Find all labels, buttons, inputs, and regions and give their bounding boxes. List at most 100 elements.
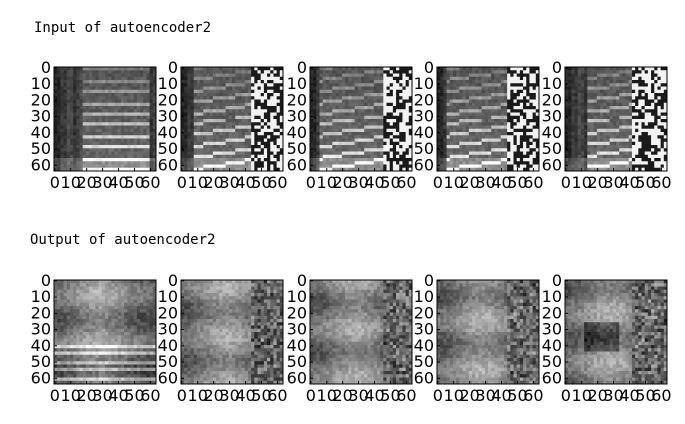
heatmap-cell <box>79 164 84 169</box>
heatmap-cell <box>484 128 489 133</box>
heatmap-cell <box>590 73 595 78</box>
heatmap-cell <box>133 164 138 169</box>
heatmap-cell <box>79 73 84 78</box>
heatmap-cell <box>437 154 441 159</box>
heatmap-cell <box>181 102 185 107</box>
heatmap-cell <box>497 80 502 84</box>
heatmap-cell <box>251 158 255 162</box>
heatmap-cell <box>322 167 327 172</box>
heatmap-cell <box>136 141 141 146</box>
heatmap-cell <box>644 89 649 94</box>
heatmap-cell <box>228 102 233 107</box>
heatmap-cell <box>69 135 74 139</box>
heatmap-cell <box>500 73 505 78</box>
heatmap-cell <box>143 67 147 71</box>
heatmap-cell <box>635 122 639 126</box>
heatmap-cell <box>367 148 371 152</box>
heatmap-cell <box>526 148 530 152</box>
heatmap-cell <box>332 148 336 152</box>
heatmap-cell <box>82 83 87 87</box>
heatmap-cell <box>446 115 451 120</box>
heatmap-cell <box>440 86 444 91</box>
heatmap-cell <box>399 115 403 120</box>
heatmap-cell <box>532 154 537 159</box>
heatmap-cell <box>446 119 451 123</box>
heatmap-cell <box>443 102 447 107</box>
heatmap-cell <box>228 128 233 133</box>
heatmap-cell <box>370 132 375 136</box>
heatmap-cell <box>497 119 502 123</box>
heatmap-cell <box>380 70 384 74</box>
heatmap-cell <box>443 151 447 156</box>
heatmap-cell <box>257 138 262 143</box>
heatmap-cell <box>408 106 413 110</box>
heatmap-cell <box>574 86 579 91</box>
heatmap-cell <box>190 99 195 104</box>
heatmap-cell <box>513 96 518 100</box>
heatmap-cell <box>370 148 375 152</box>
heatmap-cell <box>373 161 378 165</box>
heatmap-cell <box>238 167 242 172</box>
heatmap-cell <box>228 148 233 152</box>
heatmap-cell <box>341 99 346 104</box>
heatmap-cell <box>133 145 138 149</box>
heatmap-cell <box>396 76 400 81</box>
heatmap-cell <box>612 132 617 136</box>
heatmap-cell <box>593 119 598 123</box>
heatmap-cell <box>108 99 112 104</box>
heatmap-cell <box>136 148 141 152</box>
heatmap-cell <box>577 141 582 146</box>
heatmap-cell <box>647 67 652 71</box>
heatmap-cell <box>644 132 649 136</box>
heatmap-cell <box>200 148 204 152</box>
heatmap-cell <box>497 158 502 162</box>
heatmap-cell <box>130 132 135 136</box>
heatmap-cell <box>625 67 630 71</box>
heatmap-cell <box>647 128 652 133</box>
heatmap-cell <box>335 148 340 152</box>
heatmap-cell <box>380 161 384 165</box>
heatmap-cell <box>254 164 258 169</box>
y-tick-label: 0 <box>297 58 307 77</box>
heatmap-cell <box>446 99 451 104</box>
heatmap-cell <box>364 96 368 100</box>
heatmap-cell <box>619 73 623 78</box>
heatmap-cell <box>69 122 74 126</box>
heatmap-cell <box>475 141 479 146</box>
heatmap-cell <box>529 102 534 107</box>
heatmap-cell <box>313 138 317 143</box>
heatmap-cell <box>193 138 198 143</box>
heatmap-cell <box>488 96 492 100</box>
heatmap-cell <box>232 141 236 146</box>
heatmap-cell <box>449 106 454 110</box>
heatmap-cell <box>392 151 397 156</box>
heatmap-cell <box>316 167 320 172</box>
heatmap-cell <box>462 164 467 169</box>
heatmap-cell <box>57 67 61 71</box>
heatmap-cell <box>232 96 236 100</box>
heatmap-cell <box>241 158 246 162</box>
heatmap-cell <box>526 145 530 149</box>
heatmap-cell <box>526 122 530 126</box>
heatmap-cell <box>270 154 274 159</box>
heatmap-cell <box>200 167 204 172</box>
heatmap-cell <box>437 115 441 120</box>
y-tick-label: 0 <box>424 58 434 77</box>
heatmap-cell <box>203 132 207 136</box>
heatmap-cell <box>472 115 476 120</box>
heatmap-cell <box>440 167 444 172</box>
heatmap-cell <box>114 154 119 159</box>
heatmap-cell <box>203 151 207 156</box>
heatmap-cell <box>497 164 502 169</box>
heatmap-cell <box>332 119 336 123</box>
heatmap-cell <box>500 102 505 107</box>
heatmap-cell <box>187 106 191 110</box>
heatmap-cell <box>452 86 457 91</box>
heatmap-cell <box>92 96 96 100</box>
heatmap-cell <box>193 102 198 107</box>
heatmap-cell <box>606 125 611 130</box>
heatmap-cell <box>267 132 271 136</box>
heatmap-cell <box>654 138 658 143</box>
heatmap-cell <box>140 135 144 139</box>
